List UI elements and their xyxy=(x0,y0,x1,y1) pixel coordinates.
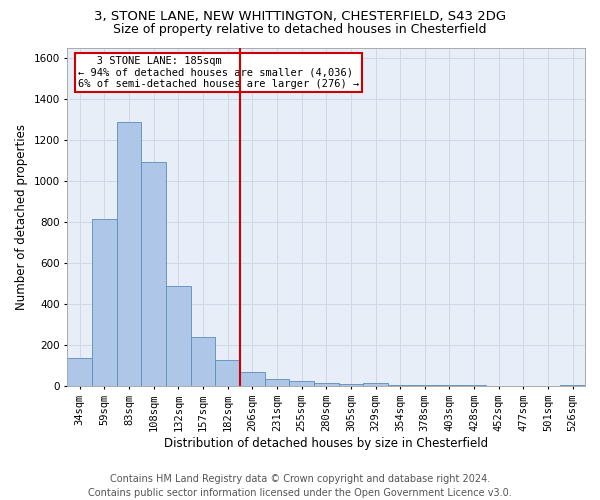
X-axis label: Distribution of detached houses by size in Chesterfield: Distribution of detached houses by size … xyxy=(164,437,488,450)
Bar xyxy=(67,358,92,386)
Text: 3, STONE LANE, NEW WHITTINGTON, CHESTERFIELD, S43 2DG: 3, STONE LANE, NEW WHITTINGTON, CHESTERF… xyxy=(94,10,506,23)
Bar xyxy=(289,380,314,386)
Bar xyxy=(117,122,142,386)
Text: Contains HM Land Registry data © Crown copyright and database right 2024.
Contai: Contains HM Land Registry data © Crown c… xyxy=(88,474,512,498)
Bar xyxy=(265,378,289,386)
Bar xyxy=(142,162,166,386)
Bar xyxy=(314,383,338,386)
Bar xyxy=(215,360,240,386)
Text: 3 STONE LANE: 185sqm
← 94% of detached houses are smaller (4,036)
6% of semi-det: 3 STONE LANE: 185sqm ← 94% of detached h… xyxy=(78,56,359,89)
Bar xyxy=(363,382,388,386)
Bar xyxy=(437,384,462,386)
Bar xyxy=(191,338,215,386)
Bar xyxy=(240,372,265,386)
Y-axis label: Number of detached properties: Number of detached properties xyxy=(15,124,28,310)
Text: Size of property relative to detached houses in Chesterfield: Size of property relative to detached ho… xyxy=(113,22,487,36)
Bar xyxy=(338,384,363,386)
Bar xyxy=(166,286,191,386)
Bar xyxy=(92,219,117,386)
